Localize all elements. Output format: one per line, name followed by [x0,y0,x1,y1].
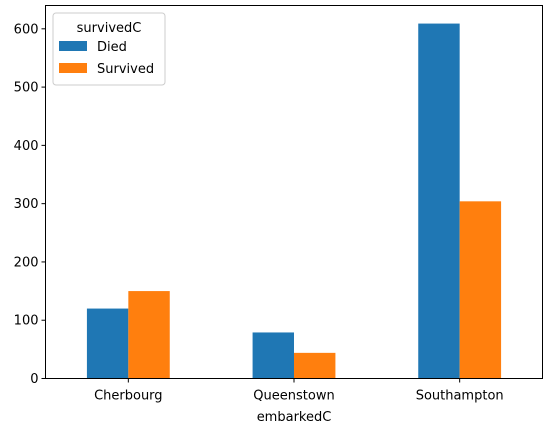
bar-died-queenstown [252,332,294,379]
y-tick-label: 300 [14,197,39,212]
y-tick-label: 400 [14,139,39,154]
x-axis: Cherbourg Queenstown Southampton [94,378,504,404]
legend-items: Died Survived [59,40,154,77]
bar-died-southampton [418,23,460,379]
y-tick-label: 100 [14,314,39,329]
legend-swatch-died [59,41,87,51]
legend-label-survived: Survived [97,62,154,77]
x-axis-title: embarkedC [257,410,332,425]
legend: survivedC Died Survived [52,12,166,86]
plot-frame [45,5,543,379]
legend-label-died: Died [97,40,127,55]
y-axis: 0 100 200 300 400 500 600 [14,22,46,387]
bar-survived-queenstown [294,352,336,379]
y-tick-label: 200 [14,255,39,270]
bar-survived-southampton [459,201,502,379]
x-tick-label: Cherbourg [94,389,162,404]
legend-swatch-survived [59,63,87,73]
y-tick-label: 600 [14,22,39,37]
x-tick-label: Southampton [416,389,504,404]
legend-title: survivedC [77,21,142,36]
y-tick-label: 500 [14,81,39,96]
bar-died-cherbourg [86,308,129,379]
bars-group [86,23,502,379]
bar-survived-cherbourg [128,291,170,379]
x-tick-label: Queenstown [253,389,334,404]
y-tick-label: 0 [30,372,38,387]
